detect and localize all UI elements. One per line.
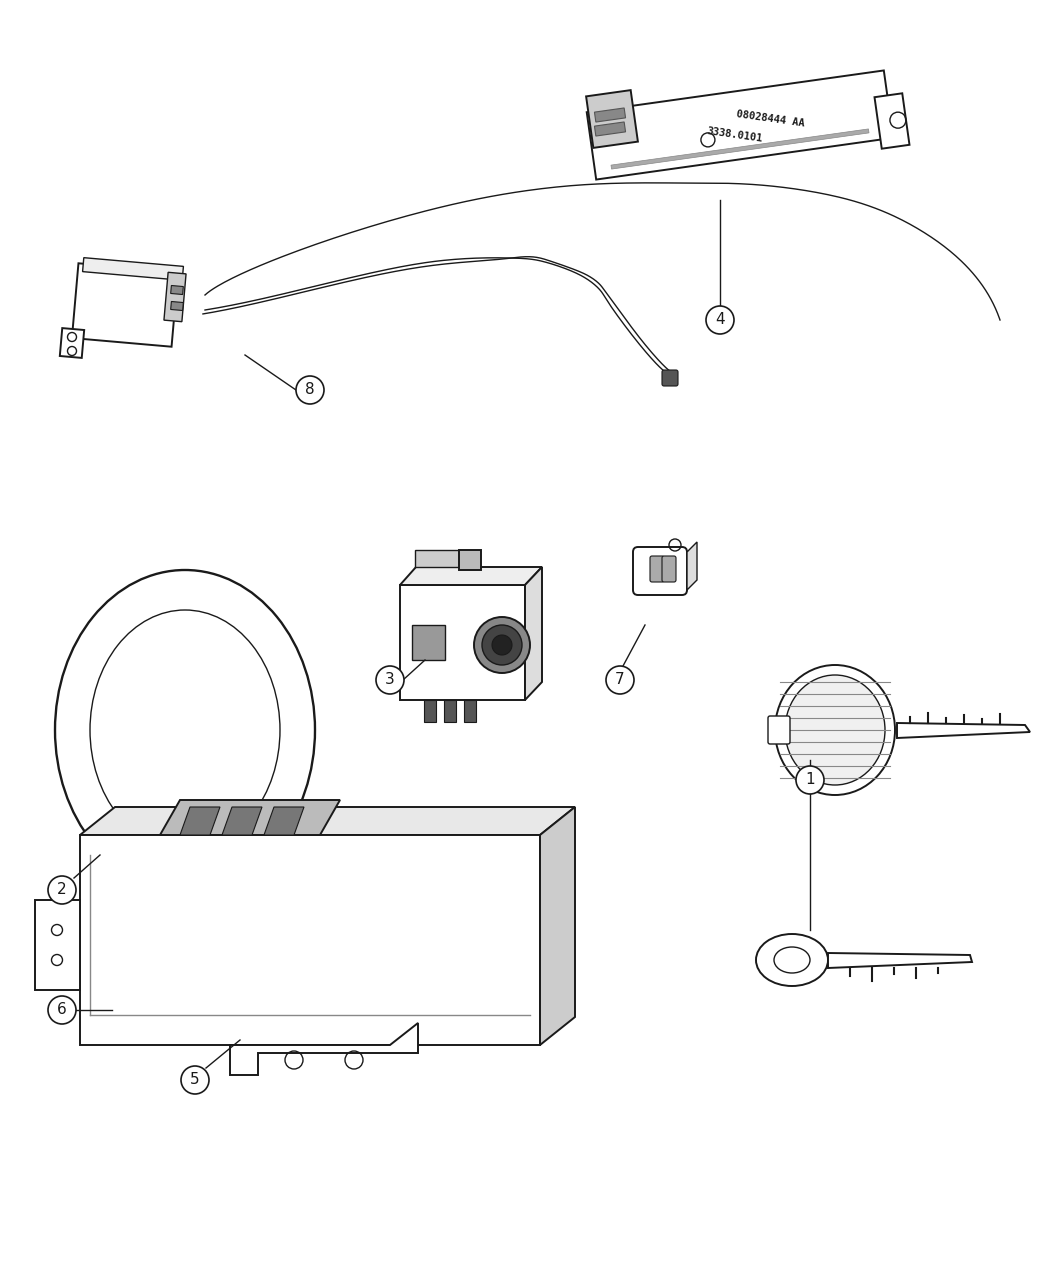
Polygon shape — [525, 567, 542, 700]
Ellipse shape — [756, 935, 828, 986]
Polygon shape — [71, 263, 178, 347]
Polygon shape — [687, 542, 697, 590]
Text: 2: 2 — [57, 882, 67, 898]
Circle shape — [606, 666, 634, 694]
Circle shape — [492, 635, 512, 655]
Circle shape — [796, 766, 824, 794]
Text: 7: 7 — [615, 672, 625, 687]
Text: 3338.0101: 3338.0101 — [707, 126, 763, 144]
Polygon shape — [222, 807, 262, 835]
Circle shape — [474, 617, 530, 673]
Polygon shape — [875, 93, 909, 149]
FancyBboxPatch shape — [662, 370, 678, 386]
Polygon shape — [412, 625, 445, 660]
Circle shape — [482, 625, 522, 666]
Ellipse shape — [775, 666, 895, 796]
Polygon shape — [594, 108, 626, 122]
Circle shape — [296, 376, 324, 404]
Polygon shape — [828, 952, 972, 968]
Polygon shape — [400, 567, 542, 585]
Polygon shape — [80, 807, 575, 835]
Text: 5: 5 — [190, 1072, 200, 1088]
Polygon shape — [35, 900, 80, 989]
Polygon shape — [415, 550, 460, 567]
Text: 1: 1 — [805, 773, 815, 788]
Polygon shape — [540, 807, 575, 1046]
Circle shape — [48, 996, 76, 1024]
FancyBboxPatch shape — [662, 556, 676, 581]
Polygon shape — [230, 1023, 418, 1075]
Polygon shape — [80, 835, 540, 1046]
Text: 08028444 AA: 08028444 AA — [735, 110, 804, 129]
Polygon shape — [464, 700, 476, 722]
Polygon shape — [60, 328, 84, 358]
Polygon shape — [400, 585, 525, 700]
Polygon shape — [587, 70, 894, 180]
Polygon shape — [586, 91, 638, 148]
Polygon shape — [83, 258, 184, 280]
Ellipse shape — [785, 674, 885, 785]
Text: 8: 8 — [306, 382, 315, 398]
Polygon shape — [459, 550, 481, 570]
FancyBboxPatch shape — [650, 556, 664, 581]
Text: 6: 6 — [57, 1002, 67, 1017]
Polygon shape — [164, 273, 186, 321]
FancyBboxPatch shape — [633, 547, 687, 595]
Circle shape — [706, 306, 734, 334]
Polygon shape — [594, 122, 626, 136]
Polygon shape — [264, 807, 304, 835]
FancyBboxPatch shape — [768, 717, 790, 745]
Ellipse shape — [774, 947, 810, 973]
Polygon shape — [897, 723, 1030, 738]
Polygon shape — [171, 301, 184, 311]
Polygon shape — [180, 807, 220, 835]
Polygon shape — [424, 700, 436, 722]
Polygon shape — [160, 799, 340, 835]
Text: 4: 4 — [715, 312, 724, 328]
Polygon shape — [611, 129, 869, 170]
Circle shape — [181, 1066, 209, 1094]
Polygon shape — [171, 286, 184, 295]
Text: 3: 3 — [385, 672, 395, 687]
Circle shape — [48, 876, 76, 904]
Polygon shape — [444, 700, 456, 722]
Circle shape — [376, 666, 404, 694]
